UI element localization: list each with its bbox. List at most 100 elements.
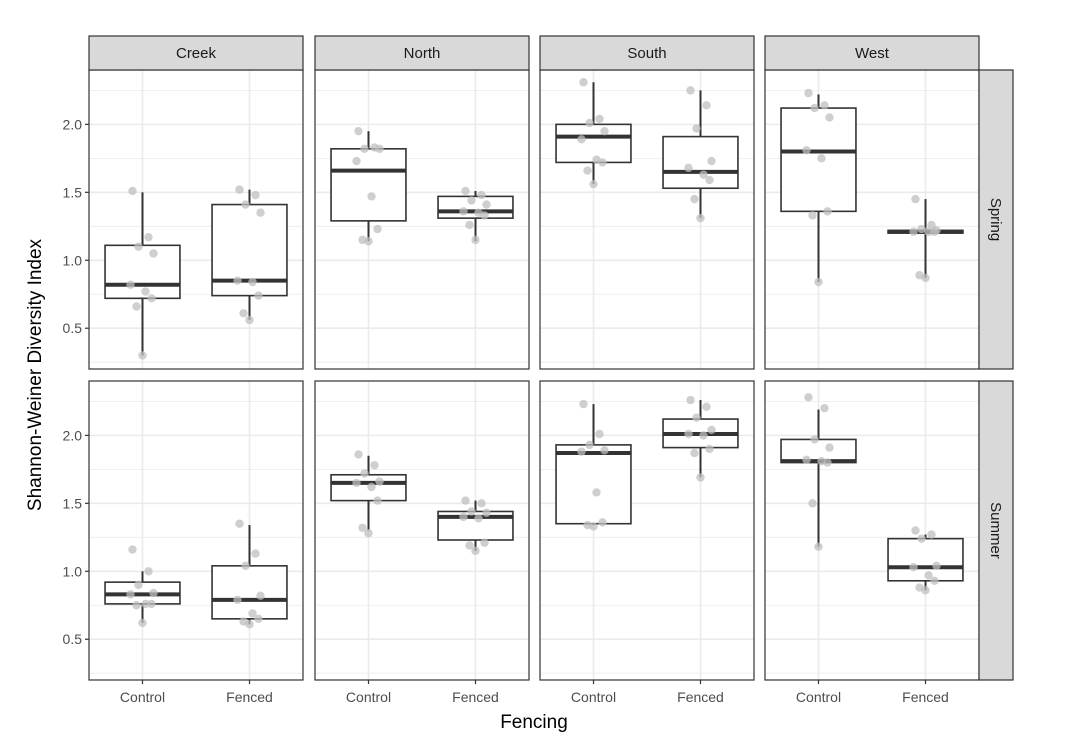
data-point: [820, 403, 829, 413]
data-point: [235, 185, 244, 194]
box-control: [330, 126, 407, 246]
data-point: [477, 190, 486, 200]
data-point: [354, 450, 363, 459]
strip-row-spring: Spring: [978, 69, 1014, 370]
box-iqr: [330, 148, 407, 222]
data-point: [686, 86, 695, 95]
data-point: [595, 114, 604, 124]
data-point: [471, 235, 480, 245]
panel-creek-summer: [88, 380, 304, 681]
data-point: [705, 175, 714, 185]
data-point: [459, 512, 468, 522]
box-fenced: [887, 194, 964, 283]
data-point: [600, 126, 609, 136]
data-point: [235, 519, 244, 528]
data-point: [808, 499, 817, 508]
data-point: [360, 144, 369, 154]
data-point: [930, 576, 939, 585]
data-point: [467, 196, 476, 205]
data-point: [465, 541, 474, 550]
box-fenced: [437, 496, 514, 556]
data-point: [134, 580, 143, 590]
data-point: [482, 508, 491, 518]
strip-label: North: [404, 45, 441, 62]
panel-west-spring: [764, 69, 980, 370]
data-point: [924, 571, 933, 580]
panel-south-summer: [539, 380, 755, 681]
x-tick-label: Fenced: [452, 689, 499, 705]
data-point: [702, 402, 711, 412]
data-point: [480, 538, 489, 547]
data-point: [917, 224, 926, 234]
data-point: [802, 455, 811, 465]
data-point: [817, 154, 826, 163]
data-point: [924, 227, 933, 236]
y-axis-title: Shannon-Weiner Diversity Index: [25, 238, 46, 511]
data-point: [245, 620, 254, 629]
data-point: [461, 186, 470, 196]
panel-border: [539, 380, 755, 681]
data-point: [585, 118, 594, 128]
data-point: [707, 425, 716, 435]
data-point: [256, 208, 265, 217]
data-point: [233, 595, 242, 605]
data-point: [927, 220, 936, 230]
data-point: [352, 478, 361, 488]
data-point: [808, 211, 817, 220]
data-point: [373, 224, 382, 234]
data-point: [930, 227, 939, 236]
strip-label: Summer: [987, 502, 1004, 559]
strip-background: [764, 35, 980, 71]
data-point: [804, 393, 813, 402]
y-tick-label: 0.5: [63, 631, 83, 647]
data-point: [134, 242, 143, 251]
data-point: [699, 431, 708, 440]
y-tick-label: 0.5: [63, 320, 83, 336]
data-point: [241, 200, 250, 209]
box-iqr: [330, 473, 407, 502]
data-point: [141, 599, 150, 609]
data-point: [598, 518, 607, 527]
box-control: [104, 186, 181, 360]
x-tick-label: Control: [571, 689, 616, 705]
data-point: [823, 458, 832, 467]
box-fenced: [211, 185, 288, 325]
data-point: [909, 562, 918, 572]
data-point: [239, 309, 248, 318]
panel-creek-spring: [88, 69, 304, 370]
data-point: [927, 530, 936, 539]
box-control: [330, 450, 407, 538]
data-point: [251, 190, 260, 200]
strip-label: Spring: [987, 198, 1004, 241]
data-point: [810, 435, 819, 444]
data-point: [921, 586, 930, 595]
data-point: [707, 156, 716, 166]
data-point: [138, 618, 147, 628]
data-point: [477, 499, 486, 508]
data-point: [465, 220, 474, 230]
panel-border: [88, 380, 304, 681]
data-point: [909, 227, 918, 236]
data-point: [367, 482, 376, 492]
data-point: [705, 444, 714, 454]
data-point: [248, 609, 257, 618]
data-point: [820, 101, 829, 110]
box-control: [555, 78, 632, 189]
strip-background: [978, 69, 1014, 370]
x-tick-label: Fenced: [902, 689, 949, 705]
x-axis-title: Fencing: [500, 712, 568, 733]
strip-background: [88, 35, 304, 71]
y-tick-label: 1.0: [63, 563, 83, 579]
data-point: [692, 413, 701, 422]
data-point: [358, 523, 367, 532]
data-point: [126, 280, 135, 289]
strips-layer: Creek North South West Spring Summer: [88, 35, 1014, 681]
data-point: [248, 277, 257, 287]
data-point: [690, 194, 699, 204]
x-tick-label: Fenced: [677, 689, 724, 705]
data-point: [699, 170, 708, 179]
data-point: [126, 590, 135, 599]
data-point: [467, 507, 476, 516]
data-point: [921, 273, 930, 283]
panel-north-summer: [314, 380, 530, 681]
